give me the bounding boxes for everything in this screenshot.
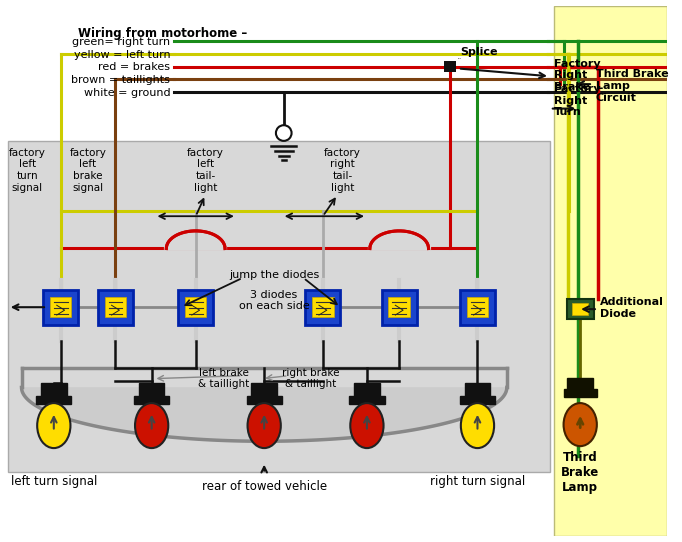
Bar: [460, 396, 495, 404]
Ellipse shape: [461, 403, 494, 448]
Text: jump the diodes: jump the diodes: [229, 270, 319, 280]
Text: Factory
Right
Brake: Factory Right Brake: [554, 59, 600, 92]
Text: red = brakes: red = brakes: [98, 62, 170, 73]
Text: Splice: Splice: [460, 47, 497, 57]
Bar: [563, 389, 597, 397]
Text: Factory
Right
Turn: Factory Right Turn: [554, 84, 600, 117]
Text: factory
right
tail-
light: factory right tail- light: [324, 148, 361, 192]
Circle shape: [276, 125, 292, 141]
Text: brown = taillights: brown = taillights: [72, 75, 170, 85]
Bar: [252, 383, 277, 400]
Bar: [134, 396, 169, 404]
Bar: [466, 298, 488, 317]
Text: factory
left
brake
signal: factory left brake signal: [70, 148, 106, 192]
Bar: [572, 304, 588, 315]
Text: green= right turn: green= right turn: [72, 37, 170, 47]
Text: factory
left
turn
signal: factory left turn signal: [9, 148, 46, 192]
Text: right turn signal: right turn signal: [430, 475, 525, 488]
Text: Third Brake
Lamp
Circuit: Third Brake Lamp Circuit: [596, 69, 668, 102]
Bar: [50, 298, 72, 317]
Ellipse shape: [135, 403, 168, 448]
FancyBboxPatch shape: [567, 299, 594, 319]
FancyBboxPatch shape: [382, 289, 417, 325]
Bar: [389, 298, 410, 317]
Bar: [36, 396, 72, 404]
FancyBboxPatch shape: [460, 289, 495, 325]
Bar: [8, 141, 550, 472]
Text: white = ground: white = ground: [84, 88, 170, 98]
Bar: [554, 6, 667, 536]
Ellipse shape: [38, 403, 70, 448]
Text: left turn signal: left turn signal: [11, 475, 97, 488]
Bar: [444, 61, 456, 73]
Ellipse shape: [351, 403, 383, 448]
Ellipse shape: [563, 403, 597, 446]
Bar: [354, 383, 380, 400]
Text: Splice: Splice: [458, 57, 462, 59]
FancyBboxPatch shape: [178, 289, 213, 325]
Bar: [139, 383, 164, 400]
Text: Third
Brake
Lamp: Third Brake Lamp: [561, 451, 599, 494]
Bar: [247, 396, 282, 404]
Text: left brake
& taillight: left brake & taillight: [198, 368, 250, 390]
Bar: [464, 383, 490, 400]
Text: yellow = left turn: yellow = left turn: [74, 50, 170, 60]
Bar: [567, 378, 593, 393]
Bar: [41, 383, 67, 400]
Ellipse shape: [248, 403, 281, 448]
Bar: [185, 298, 207, 317]
Text: Wiring from motorhome –: Wiring from motorhome –: [78, 27, 248, 40]
FancyBboxPatch shape: [306, 289, 340, 325]
Bar: [349, 396, 385, 404]
FancyBboxPatch shape: [43, 289, 78, 325]
Text: rear of towed vehicle: rear of towed vehicle: [202, 480, 327, 493]
Text: 3 diodes
on each side: 3 diodes on each side: [239, 289, 310, 311]
Text: Additional
Diode: Additional Diode: [599, 298, 664, 319]
Text: factory
left
tail-
light: factory left tail- light: [187, 148, 224, 192]
Bar: [105, 298, 126, 317]
Text: right brake
& taillight: right brake & taillight: [282, 368, 339, 390]
Bar: [312, 298, 333, 317]
FancyBboxPatch shape: [98, 289, 133, 325]
